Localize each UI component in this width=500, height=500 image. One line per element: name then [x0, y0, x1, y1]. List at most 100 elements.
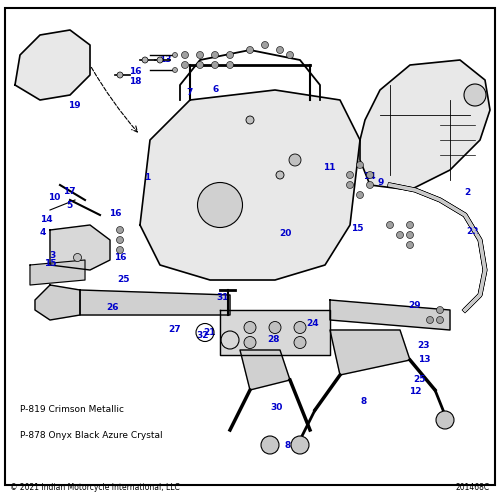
- Text: © 2021 Indian Motorcycle International, LLC: © 2021 Indian Motorcycle International, …: [10, 483, 180, 492]
- Circle shape: [157, 57, 163, 63]
- Circle shape: [244, 336, 256, 348]
- FancyBboxPatch shape: [5, 8, 495, 485]
- Circle shape: [74, 254, 82, 262]
- Circle shape: [244, 322, 256, 334]
- Text: 25: 25: [118, 276, 130, 284]
- Polygon shape: [330, 300, 450, 330]
- Text: 8: 8: [284, 442, 290, 450]
- Circle shape: [261, 436, 279, 454]
- Text: 16: 16: [129, 67, 141, 76]
- Circle shape: [276, 171, 284, 179]
- Text: 23: 23: [418, 340, 430, 349]
- Circle shape: [117, 72, 123, 78]
- Circle shape: [172, 52, 178, 58]
- Polygon shape: [220, 310, 330, 355]
- Circle shape: [196, 62, 203, 68]
- Text: 28: 28: [268, 336, 280, 344]
- Text: P-878 Onyx Black Azure Crystal: P-878 Onyx Black Azure Crystal: [20, 430, 163, 440]
- Text: 21: 21: [204, 328, 216, 337]
- Polygon shape: [360, 60, 490, 190]
- Text: 20: 20: [279, 230, 291, 238]
- Text: 2: 2: [464, 188, 470, 197]
- Circle shape: [226, 52, 234, 59]
- Polygon shape: [35, 285, 80, 320]
- Text: 12: 12: [409, 386, 421, 396]
- Text: 5: 5: [66, 200, 72, 209]
- Circle shape: [246, 46, 254, 54]
- Text: 18: 18: [129, 77, 141, 86]
- Circle shape: [356, 162, 364, 168]
- Circle shape: [172, 68, 178, 72]
- Circle shape: [182, 52, 188, 59]
- Circle shape: [386, 222, 394, 228]
- Circle shape: [436, 316, 444, 324]
- Circle shape: [262, 42, 268, 48]
- Circle shape: [289, 154, 301, 166]
- Text: 25: 25: [414, 376, 426, 384]
- Circle shape: [366, 182, 374, 188]
- Text: 14: 14: [362, 172, 376, 181]
- Circle shape: [212, 62, 218, 68]
- Circle shape: [116, 246, 123, 254]
- Circle shape: [291, 436, 309, 454]
- Text: 13: 13: [159, 56, 171, 64]
- Circle shape: [396, 232, 404, 238]
- Text: 14: 14: [40, 216, 52, 224]
- Circle shape: [406, 242, 414, 248]
- Text: 4: 4: [40, 228, 46, 237]
- Text: 15: 15: [351, 224, 364, 233]
- Circle shape: [182, 62, 188, 68]
- Text: 8: 8: [361, 396, 367, 406]
- Text: 22: 22: [466, 228, 479, 236]
- Polygon shape: [50, 225, 110, 270]
- Text: 201468C: 201468C: [456, 483, 490, 492]
- Circle shape: [226, 62, 234, 68]
- Circle shape: [142, 57, 148, 63]
- Text: 29: 29: [408, 300, 422, 310]
- Polygon shape: [240, 350, 290, 390]
- Circle shape: [212, 52, 218, 59]
- Circle shape: [356, 192, 364, 198]
- Circle shape: [346, 182, 354, 188]
- Polygon shape: [330, 330, 410, 375]
- Text: 19: 19: [68, 102, 80, 110]
- Text: 9: 9: [378, 178, 384, 187]
- Text: 27: 27: [168, 326, 181, 334]
- Polygon shape: [15, 30, 90, 100]
- Circle shape: [294, 336, 306, 348]
- Text: 30: 30: [270, 403, 282, 412]
- Text: 10: 10: [48, 194, 60, 202]
- Text: 7: 7: [187, 88, 193, 97]
- Polygon shape: [80, 290, 230, 315]
- Circle shape: [116, 236, 123, 244]
- Text: 1: 1: [144, 173, 150, 182]
- Circle shape: [294, 322, 306, 334]
- Circle shape: [464, 84, 486, 106]
- Polygon shape: [30, 260, 85, 285]
- Circle shape: [436, 411, 454, 429]
- Circle shape: [196, 52, 203, 59]
- Circle shape: [426, 316, 434, 324]
- Text: P-819 Crimson Metallic: P-819 Crimson Metallic: [20, 406, 124, 414]
- Text: 31: 31: [216, 293, 229, 302]
- Circle shape: [246, 116, 254, 124]
- Circle shape: [406, 232, 414, 238]
- Text: 17: 17: [62, 186, 76, 196]
- Circle shape: [346, 172, 354, 178]
- Circle shape: [286, 52, 294, 59]
- Text: 16: 16: [109, 208, 121, 218]
- Text: 32: 32: [196, 330, 209, 340]
- Circle shape: [116, 226, 123, 234]
- Text: 15: 15: [44, 258, 56, 268]
- Text: 24: 24: [306, 320, 319, 328]
- Text: 3: 3: [50, 250, 56, 260]
- Circle shape: [198, 182, 242, 228]
- Circle shape: [436, 306, 444, 314]
- Text: 26: 26: [106, 303, 119, 312]
- Circle shape: [276, 46, 283, 54]
- Text: 6: 6: [213, 86, 219, 94]
- Text: 11: 11: [323, 163, 335, 172]
- Text: 13: 13: [418, 356, 430, 364]
- Text: 16: 16: [114, 252, 126, 262]
- Polygon shape: [140, 90, 360, 280]
